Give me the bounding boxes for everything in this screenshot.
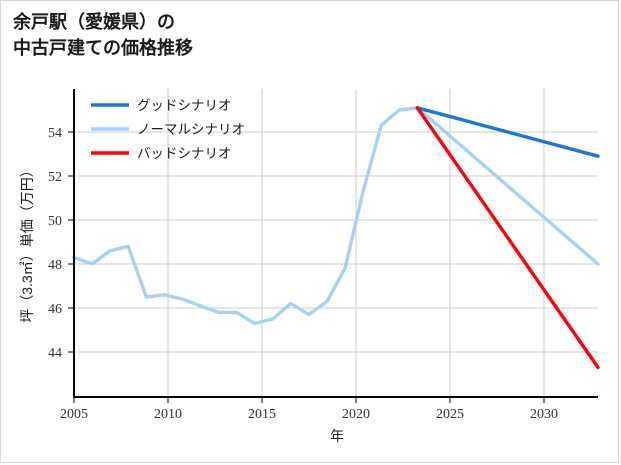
x-tick-labels: 2005 2010 2015 2020 2025 2030 <box>60 407 558 422</box>
legend-label-bad-scenario: バッドシナリオ <box>137 146 232 161</box>
series-line-good-scenario <box>415 106 600 158</box>
y-tick-label: 44 <box>48 346 62 361</box>
x-tick-label: 2020 <box>342 407 370 422</box>
legend-item-bad-scenario[interactable]: バッドシナリオ <box>91 146 232 161</box>
x-axis-title: 年 <box>330 428 344 444</box>
y-tick-labels: 54 52 50 48 46 44 <box>48 126 62 361</box>
x-tick-label: 2015 <box>248 407 276 422</box>
y-tick-label: 52 <box>48 170 62 185</box>
series-line-bad-scenario <box>415 106 600 370</box>
x-tickmarks <box>73 397 545 403</box>
y-tick-label: 50 <box>48 214 62 229</box>
y-tick-label: 48 <box>48 258 62 273</box>
y-tickmarks <box>68 131 74 353</box>
y-tick-label: 46 <box>48 302 62 317</box>
chart-legend: グッドシナリオ ノーマルシナリオ バッドシナリオ <box>91 98 245 161</box>
y-tick-label: 54 <box>48 126 62 141</box>
x-tick-label: 2010 <box>154 407 182 422</box>
series-line-normal-scenario <box>72 106 600 326</box>
x-tick-label: 2005 <box>60 407 88 422</box>
legend-item-good-scenario[interactable]: グッドシナリオ <box>91 98 232 113</box>
y-gridlines <box>74 131 598 353</box>
chart-title: 余戸駅（愛媛県）の 中古戸建ての価格推移 <box>13 12 193 59</box>
x-tick-label: 2025 <box>436 407 464 422</box>
y-axis-title: 坪（3.3㎡）単価（万円） <box>19 163 35 322</box>
legend-label-good-scenario: グッドシナリオ <box>137 98 232 113</box>
legend-label-normal-scenario: ノーマルシナリオ <box>137 122 245 137</box>
x-tick-label: 2030 <box>530 407 558 422</box>
legend-item-normal-scenario[interactable]: ノーマルシナリオ <box>91 122 245 137</box>
